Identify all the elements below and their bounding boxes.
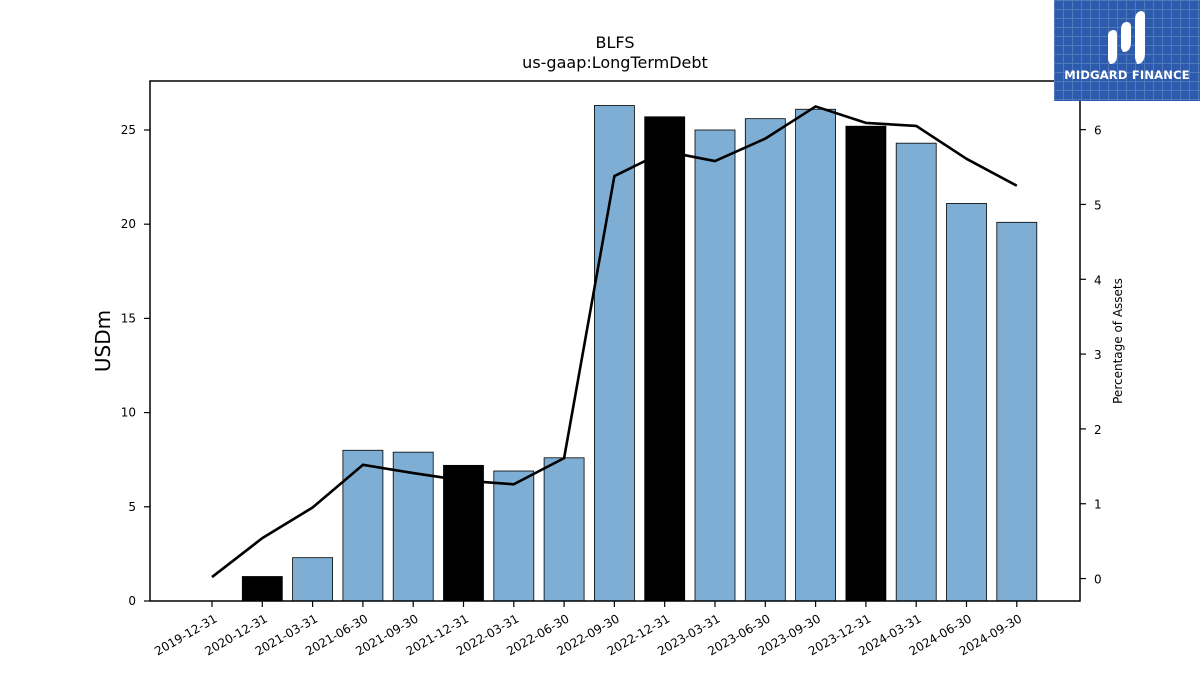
logo-text: MIDGARD FINANCE xyxy=(1064,68,1190,82)
bar xyxy=(795,108,836,602)
y-axis-right-label: Percentage of Assets xyxy=(1111,278,1125,404)
y-left-tick-label: 20 xyxy=(121,217,136,231)
bar xyxy=(292,557,334,602)
bar xyxy=(241,576,283,602)
y-axis-left: 0 5 10 15 20 25 xyxy=(121,123,150,608)
bar xyxy=(946,203,987,602)
line-series xyxy=(211,105,1018,579)
chart-subtitle: us-gaap:LongTermDebt xyxy=(522,53,708,72)
bar xyxy=(342,449,384,602)
y-right-tick-label: 1 xyxy=(1094,498,1102,512)
chart-title: BLFS xyxy=(596,33,635,52)
bar xyxy=(996,221,1038,602)
bar xyxy=(493,470,535,602)
line-layer xyxy=(211,105,1018,579)
bar xyxy=(744,118,786,602)
bar xyxy=(845,125,887,602)
bar xyxy=(392,451,434,602)
brand-logo: MIDGARD FINANCE xyxy=(1054,0,1200,101)
bar xyxy=(644,116,686,602)
bar xyxy=(543,457,585,602)
y-right-tick-label: 3 xyxy=(1094,348,1102,362)
y-right-tick-label: 0 xyxy=(1094,573,1102,587)
bars xyxy=(241,105,1038,602)
y-left-tick-label: 10 xyxy=(121,406,136,420)
y-left-tick-label: 0 xyxy=(128,594,136,608)
y-right-tick-label: 6 xyxy=(1094,124,1102,138)
bar xyxy=(694,129,736,602)
x-axis: 2019-12-312020-12-312021-03-312021-06-30… xyxy=(152,601,1024,658)
bar xyxy=(594,105,635,602)
y-left-tick-label: 15 xyxy=(121,311,136,325)
y-left-tick-label: 5 xyxy=(128,500,136,514)
y-axis-right: 0 1 2 3 4 5 6 xyxy=(1080,124,1102,587)
y-right-tick-label: 4 xyxy=(1094,273,1102,287)
logo-mark-icon xyxy=(1108,11,1145,64)
bar xyxy=(895,142,937,602)
bar xyxy=(443,464,484,602)
y-axis-left-label: USDm xyxy=(91,310,115,372)
y-left-tick-label: 25 xyxy=(121,123,136,137)
y-right-tick-label: 2 xyxy=(1094,423,1102,437)
y-right-tick-label: 5 xyxy=(1094,198,1102,212)
